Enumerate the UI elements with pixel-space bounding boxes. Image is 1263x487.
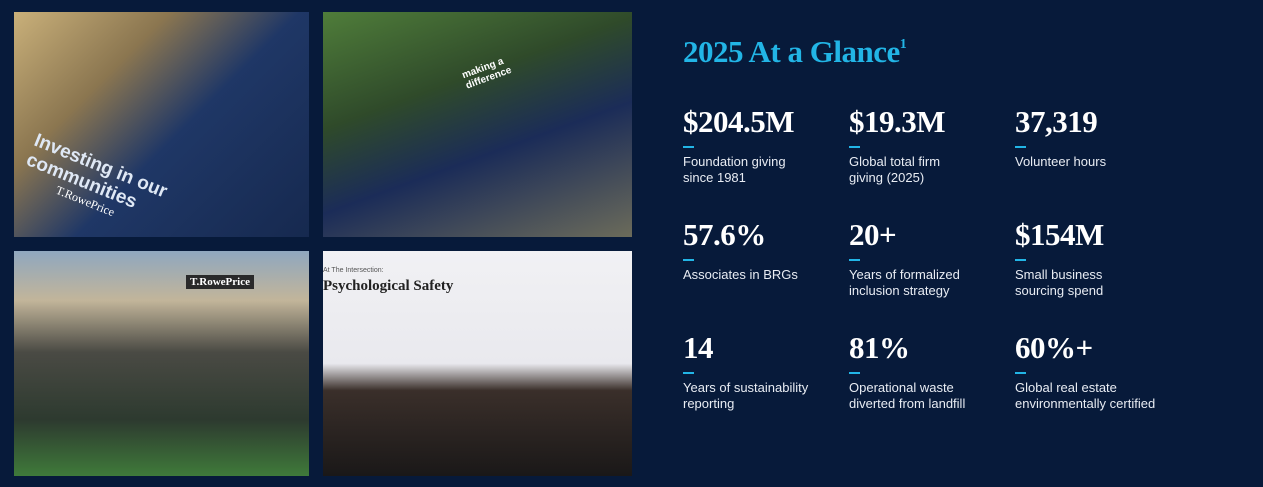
- stat-label: Years of sustainability reporting: [683, 380, 843, 412]
- stat: 37,319 Volunteer hours: [1015, 104, 1175, 170]
- stat: 81% Operational waste diverted from landfi…: [849, 330, 1009, 412]
- sign-text: T.RowePrice: [190, 276, 250, 288]
- stat-label-line: Global total firm: [849, 153, 941, 169]
- stat-label-line: Small business: [1015, 266, 1103, 282]
- stat-divider: [849, 146, 860, 148]
- stat-label: Global real estate environmentally certif…: [1015, 380, 1175, 412]
- stat-label-line: diverted from landfill: [849, 395, 966, 411]
- title-text: 2025 At a Glance: [683, 34, 900, 69]
- stat-divider: [683, 259, 694, 261]
- section-title: 2025 At a Glance1: [683, 34, 907, 70]
- stat-label-line: Volunteer hours: [1015, 153, 1107, 169]
- photo-building: T.RowePrice: [14, 251, 309, 476]
- building-sign: T.RowePrice: [186, 275, 254, 289]
- footnote-ref: 1: [899, 37, 907, 52]
- stat-value: 37,319: [1015, 104, 1098, 139]
- stat-value: 81%: [849, 330, 910, 365]
- stat-divider: [683, 372, 694, 374]
- stat-label-line: Years of formalized: [849, 266, 960, 282]
- photo-volunteers-shirt: Investing in our communities T.RowePrice: [14, 12, 309, 237]
- stat-label-line: Years of sustainability: [683, 379, 809, 395]
- stat-label: Small business sourcing spend: [1015, 267, 1175, 299]
- stat-label: Years of formalized inclusion strategy: [849, 267, 1009, 299]
- photo-panel-event: At The Intersection: Psychological Safety: [323, 251, 632, 476]
- slide-kicker: At The Intersection:: [323, 267, 384, 274]
- stat-label-line: Global real estate: [1015, 379, 1117, 395]
- stat-label-line: since 1981: [683, 169, 746, 185]
- stat-label-line: Operational waste: [849, 379, 954, 395]
- stat-label: Foundation giving since 1981: [683, 154, 843, 186]
- stat-value: 57.6%: [683, 217, 766, 252]
- stat: $154M Small business sourcing spend: [1015, 217, 1175, 299]
- stat-label: Global total firm giving (2025): [849, 154, 1009, 186]
- stat-label-line: inclusion strategy: [849, 282, 950, 298]
- stat-label: Associates in BRGs: [683, 267, 843, 283]
- shirt-text: making a difference: [461, 54, 513, 92]
- stat-label-line: environmentally certified: [1015, 395, 1156, 411]
- slide-title: Psychological Safety: [323, 278, 454, 294]
- stat-divider: [849, 372, 860, 374]
- stat-divider: [1015, 259, 1026, 261]
- photo-tree-planting: making a difference: [323, 12, 632, 237]
- stat: 60%+ Global real estate environmentally ce…: [1015, 330, 1175, 412]
- stat-value: $154M: [1015, 217, 1104, 252]
- stat-label: Operational waste diverted from landfill: [849, 380, 1009, 412]
- stat-divider: [683, 146, 694, 148]
- stat-value: 14: [683, 330, 714, 365]
- stat-value: $19.3M: [849, 104, 946, 139]
- slide-text: At The Intersection: Psychological Safety: [323, 267, 453, 295]
- stat: 20+ Years of formalized inclusion strategy: [849, 217, 1009, 299]
- stat-divider: [1015, 146, 1026, 148]
- stat-label-line: Associates in BRGs: [683, 266, 798, 282]
- stat: 57.6% Associates in BRGs: [683, 217, 843, 283]
- stat: 14 Years of sustainability reporting: [683, 330, 843, 412]
- stat-label-line: giving (2025): [849, 169, 925, 185]
- stat: $204.5M Foundation giving since 1981: [683, 104, 843, 186]
- stat: $19.3M Global total firm giving (2025): [849, 104, 1009, 186]
- stat-value: 20+: [849, 217, 897, 252]
- stat-label-line: Foundation giving: [683, 153, 786, 169]
- stat-label: Volunteer hours: [1015, 154, 1175, 170]
- stat-value: $204.5M: [683, 104, 795, 139]
- stat-divider: [849, 259, 860, 261]
- stat-label-line: sourcing spend: [1015, 282, 1104, 298]
- stat-divider: [1015, 372, 1026, 374]
- stat-value: 60%+: [1015, 330, 1093, 365]
- stat-label-line: reporting: [683, 395, 735, 411]
